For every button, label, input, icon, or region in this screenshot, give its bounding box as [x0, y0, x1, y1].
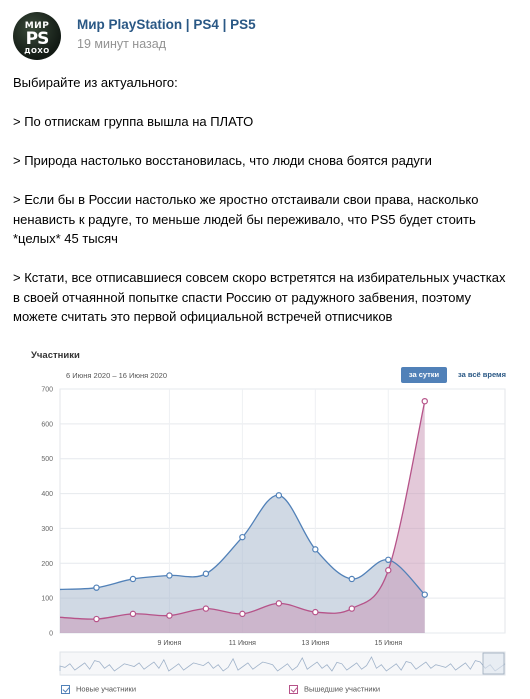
x-tick-label: 13 Июня [301, 640, 329, 647]
left-members-point [93, 615, 100, 623]
post-line: ненависть к радуге, то меньше людей бы п… [13, 211, 476, 227]
post-line: Выбирайте из актуального: [13, 75, 178, 90]
chart-title: Участники [31, 350, 80, 361]
new-members-point [421, 591, 428, 598]
new-members-point [93, 584, 100, 591]
y-tick-label: 500 [41, 456, 53, 463]
left-members-point [202, 605, 210, 612]
members-chart: 0 100 200 300 400 500 600 700 9 Июня 11 Июня 13 Ию… [41, 387, 506, 676]
avatar-logo-text: PS [25, 29, 50, 49]
new-members-point [166, 572, 173, 579]
new-members-point [129, 575, 137, 583]
legend-left-members-label: Вышедшие участники [304, 684, 381, 694]
new-members-point [239, 533, 246, 541]
y-tick-label: 0 [49, 631, 53, 638]
y-tick-label: 600 [41, 421, 53, 428]
post-timestamp[interactable]: 19 минут назад [77, 37, 166, 51]
members-chart-card: 0 100 200 300 400 500 600 700 9 Июня 11 Июня 13 Ию… [13, 334, 518, 699]
avatar-bottom-text: ДОХО [24, 47, 50, 55]
legend-left-members[interactable]: Вышедшие участники [289, 684, 380, 694]
overview-sparkline [59, 656, 506, 672]
per-day-button[interactable]: за сутки [401, 367, 447, 383]
left-members-point [166, 612, 173, 619]
y-tick-label: 700 [41, 387, 53, 394]
y-tick-label: 100 [41, 596, 53, 603]
post-line: > Природа настолько восстановилась, что … [13, 153, 432, 168]
post-line: в своей отчаянной попытке спасти Россию … [13, 289, 472, 305]
group-name-link[interactable]: Мир PlayStation | PS4 | PS5 [77, 17, 256, 32]
post-line-gap [13, 93, 518, 113]
new-members-point [385, 556, 392, 563]
left-members-point [421, 397, 428, 405]
post-line: *целых* 45 тысяч [13, 231, 118, 246]
post-line: можете считать это первой официальной вс… [13, 309, 393, 324]
x-tick-label: 15 Июня [374, 640, 402, 647]
x-tick-label: 11 Июня [229, 640, 256, 647]
legend-new-members[interactable]: Новые участники [61, 684, 136, 694]
post-line-gap [13, 171, 518, 191]
chart-date-range: 6 Июня 2020 – 16 Июня 2020 [66, 371, 167, 380]
group-avatar[interactable]: МИР PS ДОХО [13, 12, 61, 60]
post-line-gap [13, 249, 518, 269]
all-time-button[interactable]: за всё время [458, 370, 506, 379]
avatar-top-text: МИР [24, 21, 50, 31]
post-text: Выбирайте из актуального: > По отпискам … [13, 73, 518, 327]
left-members-point [129, 610, 137, 618]
post-line: > По отпискам группа вышла на ПЛАТО [13, 114, 254, 129]
left-members-area [60, 401, 425, 633]
y-tick-label: 300 [41, 526, 53, 533]
left-members-line [59, 401, 426, 620]
x-tick-label: 9 Июня [158, 640, 182, 647]
post-header: МИР PS ДОХО Мир PlayStation | PS4 | PS5 … [13, 12, 513, 62]
new-members-point [348, 575, 356, 583]
left-members-point [348, 605, 356, 612]
checkbox-icon[interactable] [289, 684, 298, 694]
new-members-point [202, 570, 210, 577]
overview-strip [59, 651, 506, 676]
new-members-area [60, 495, 425, 633]
y-tick-label: 200 [41, 561, 53, 568]
left-members-point [312, 608, 319, 616]
checkbox-icon[interactable] [61, 684, 70, 694]
y-tick-label: 400 [41, 491, 53, 498]
new-members-point [275, 492, 283, 499]
overview-selection [482, 652, 505, 675]
post-line: > Если бы в России настолько же яростно … [13, 192, 479, 207]
legend-new-members-label: Новые участники [76, 684, 137, 694]
left-members-point [239, 610, 246, 618]
left-members-point [385, 567, 392, 574]
post-line-gap [13, 132, 518, 152]
left-members-point [275, 600, 283, 607]
new-members-point [312, 546, 319, 553]
post-line: > Кстати, все отписавшиеся совсем скоро … [13, 270, 506, 285]
